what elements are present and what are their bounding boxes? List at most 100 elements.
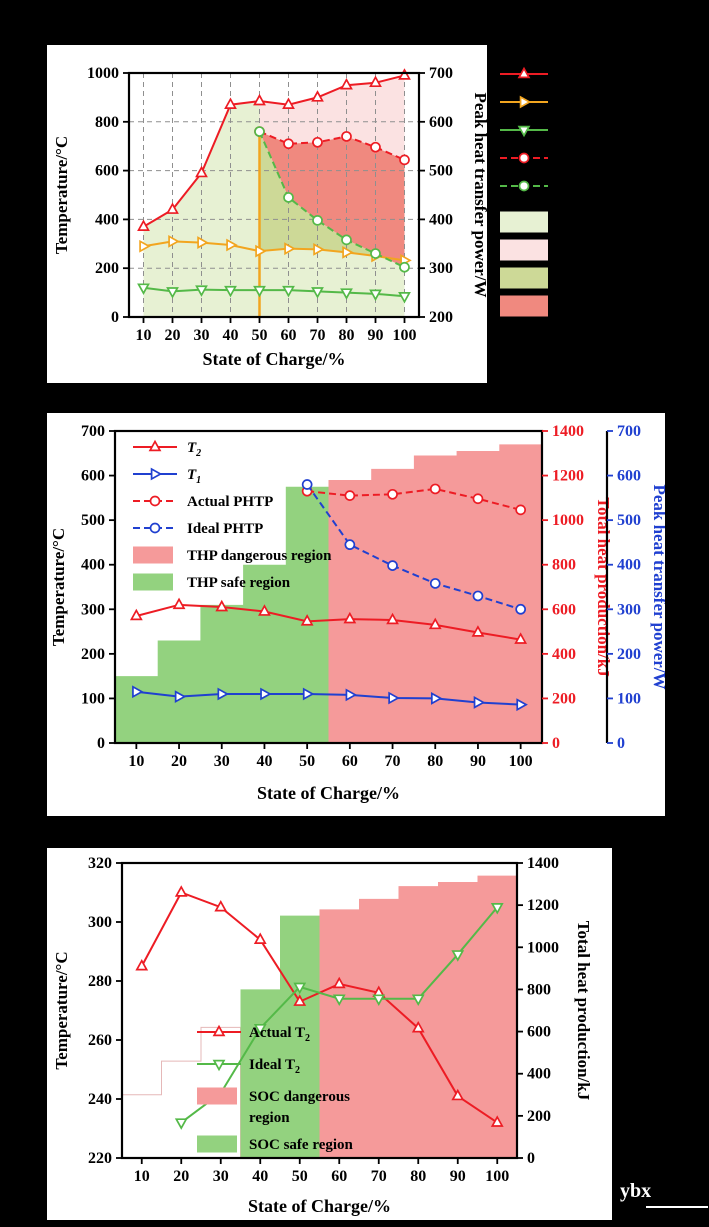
svg-text:200: 200 bbox=[552, 690, 576, 707]
svg-text:State of Charge/%: State of Charge/% bbox=[248, 1196, 391, 1216]
svg-text:1200: 1200 bbox=[527, 897, 559, 914]
svg-text:220: 220 bbox=[88, 1150, 112, 1167]
svg-text:300: 300 bbox=[429, 260, 453, 277]
svg-text:SOC safe region: SOC safe region bbox=[249, 1137, 354, 1153]
svg-text:0: 0 bbox=[552, 735, 560, 752]
svg-text:Peak heat transfer power/W: Peak heat transfer power/W bbox=[471, 92, 487, 297]
svg-text:70: 70 bbox=[371, 1168, 387, 1185]
svg-text:20: 20 bbox=[165, 327, 181, 344]
svg-text:280: 280 bbox=[88, 973, 112, 990]
svg-text:300: 300 bbox=[617, 601, 641, 618]
svg-text:800: 800 bbox=[552, 557, 576, 574]
svg-text:600: 600 bbox=[617, 468, 641, 485]
svg-text:THP safe region: THP safe region bbox=[187, 575, 291, 591]
svg-text:300: 300 bbox=[88, 914, 112, 931]
svg-text:Temperature/°C: Temperature/°C bbox=[52, 136, 71, 254]
svg-text:260: 260 bbox=[88, 1032, 112, 1049]
svg-text:10: 10 bbox=[136, 327, 152, 344]
svg-text:500: 500 bbox=[81, 512, 105, 529]
svg-text:700: 700 bbox=[617, 423, 641, 440]
svg-text:100: 100 bbox=[485, 1168, 509, 1185]
watermark-text: ybx bbox=[620, 1180, 652, 1202]
svg-text:90: 90 bbox=[470, 753, 486, 770]
svg-text:80: 80 bbox=[427, 753, 443, 770]
svg-text:1000: 1000 bbox=[552, 512, 584, 529]
svg-text:400: 400 bbox=[617, 557, 641, 574]
svg-text:Peak heat transfer power/W: Peak heat transfer power/W bbox=[650, 484, 665, 689]
svg-text:Total heat production/kJ: Total heat production/kJ bbox=[594, 497, 613, 677]
svg-text:Actual PHTP: Actual PHTP bbox=[187, 494, 273, 510]
svg-text:0: 0 bbox=[97, 735, 105, 752]
svg-text:600: 600 bbox=[429, 114, 453, 131]
svg-text:400: 400 bbox=[429, 211, 453, 228]
svg-text:70: 70 bbox=[385, 753, 401, 770]
svg-text:500: 500 bbox=[617, 512, 641, 529]
svg-text:50: 50 bbox=[299, 753, 315, 770]
svg-text:30: 30 bbox=[194, 327, 210, 344]
svg-text:1400: 1400 bbox=[527, 855, 559, 872]
svg-text:600: 600 bbox=[552, 601, 576, 618]
svg-text:1000: 1000 bbox=[87, 65, 119, 82]
svg-text:1000: 1000 bbox=[527, 939, 559, 956]
svg-text:30: 30 bbox=[214, 753, 230, 770]
svg-text:100: 100 bbox=[81, 690, 105, 707]
svg-text:400: 400 bbox=[95, 211, 119, 228]
svg-text:200: 200 bbox=[429, 309, 453, 326]
svg-text:State of Charge/%: State of Charge/% bbox=[203, 349, 346, 369]
svg-text:700: 700 bbox=[81, 423, 105, 440]
svg-text:100: 100 bbox=[509, 753, 533, 770]
svg-text:200: 200 bbox=[617, 646, 641, 663]
svg-text:20: 20 bbox=[171, 753, 187, 770]
svg-text:20: 20 bbox=[173, 1168, 189, 1185]
svg-text:600: 600 bbox=[527, 1024, 551, 1041]
svg-text:THP dangerous region: THP dangerous region bbox=[187, 548, 332, 564]
svg-text:60: 60 bbox=[331, 1168, 347, 1185]
chart-top-outer-legend bbox=[500, 66, 548, 317]
svg-text:80: 80 bbox=[410, 1168, 426, 1185]
svg-text:60: 60 bbox=[281, 327, 297, 344]
chart-middle-svg: 10 20 30 40 50 60 70 80 90 100 State of Charge/% 0 1… bbox=[49, 423, 665, 803]
svg-text:0: 0 bbox=[527, 1150, 535, 1167]
svg-text:600: 600 bbox=[81, 468, 105, 485]
svg-text:40: 40 bbox=[223, 327, 239, 344]
svg-text:1200: 1200 bbox=[552, 468, 584, 485]
svg-text:Temperature/°C: Temperature/°C bbox=[52, 951, 71, 1069]
svg-text:0: 0 bbox=[111, 309, 119, 326]
svg-text:10: 10 bbox=[128, 753, 144, 770]
svg-text:240: 240 bbox=[88, 1091, 112, 1108]
svg-text:100: 100 bbox=[617, 690, 641, 707]
svg-text:400: 400 bbox=[527, 1066, 551, 1083]
svg-text:50: 50 bbox=[292, 1168, 308, 1185]
svg-text:70: 70 bbox=[310, 327, 326, 344]
svg-text:800: 800 bbox=[527, 981, 551, 998]
svg-text:Temperature/°C: Temperature/°C bbox=[49, 528, 68, 646]
svg-text:Ideal PHTP: Ideal PHTP bbox=[187, 521, 263, 537]
svg-text:200: 200 bbox=[527, 1108, 551, 1125]
svg-text:600: 600 bbox=[95, 163, 119, 180]
chart-panel-top: 10 20 30 40 50 60 70 80 90 100 State of Charge/% 0 2… bbox=[47, 45, 487, 383]
svg-text:60: 60 bbox=[342, 753, 358, 770]
svg-text:T2: T2 bbox=[187, 440, 201, 459]
svg-text:1400: 1400 bbox=[552, 423, 584, 440]
svg-text:50: 50 bbox=[252, 327, 268, 344]
svg-text:320: 320 bbox=[88, 855, 112, 872]
chart-bottom-svg: 10 20 30 40 50 60 70 80 90 100 State of Charge/% 22… bbox=[52, 855, 593, 1216]
svg-text:Total heat production/kJ: Total heat production/kJ bbox=[574, 921, 593, 1101]
svg-text:400: 400 bbox=[81, 557, 105, 574]
svg-text:0: 0 bbox=[617, 735, 625, 752]
svg-text:200: 200 bbox=[81, 646, 105, 663]
chart-top-svg: 10 20 30 40 50 60 70 80 90 100 State of Charge/% 0 2… bbox=[52, 65, 487, 369]
svg-text:100: 100 bbox=[393, 327, 417, 344]
svg-text:500: 500 bbox=[429, 163, 453, 180]
svg-text:Ideal T2: Ideal T2 bbox=[249, 1057, 300, 1076]
svg-text:30: 30 bbox=[213, 1168, 229, 1185]
svg-text:State of Charge/%: State of Charge/% bbox=[257, 783, 400, 803]
svg-text:Actual T2: Actual T2 bbox=[249, 1025, 310, 1044]
svg-text:300: 300 bbox=[81, 601, 105, 618]
svg-text:200: 200 bbox=[95, 260, 119, 277]
svg-text:700: 700 bbox=[429, 65, 453, 82]
svg-text:800: 800 bbox=[95, 114, 119, 131]
svg-text:10: 10 bbox=[134, 1168, 150, 1185]
